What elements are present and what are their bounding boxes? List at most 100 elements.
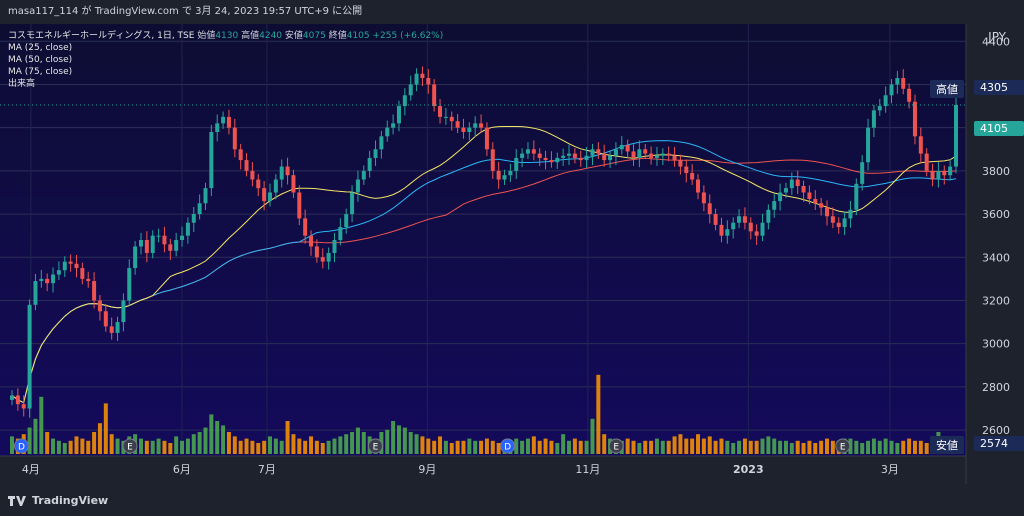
volume-bar [443,440,448,454]
volume-bar [39,396,44,454]
candle-body [807,192,812,199]
candle-body [772,201,777,210]
x-tick-label: 11月 [575,463,600,476]
volume-bar [561,434,566,454]
volume-bar [748,440,753,454]
footer: TradingView [0,484,1024,516]
candle-body [10,395,14,400]
candle-body [596,149,601,154]
volume-bar [97,423,102,454]
volume-bar [660,440,665,454]
candle-body [789,179,794,189]
candle-body [631,151,636,158]
volume-bar [783,440,788,454]
volume-bar [109,434,114,454]
candle-body [572,153,577,158]
candle-body [954,105,958,167]
candle-body [578,157,583,161]
candle-body [285,166,290,176]
candle-body [244,160,249,171]
candle-body [654,155,659,158]
candle-body [461,127,466,132]
volume-bar [520,440,525,454]
candle-body [842,218,847,228]
volume-bar [473,440,478,454]
volume-bar [643,440,648,454]
candle-body [725,229,730,236]
volume-bar [789,443,794,454]
candle-body [432,84,437,107]
candle-body [443,116,448,118]
volume-bar [525,438,530,454]
x-tick-label: 7月 [258,463,276,476]
candle-body [332,240,337,253]
tradingview-logo[interactable]: TradingView [8,494,108,507]
volume-bar [766,436,771,454]
y-tick-label: 3400 [982,251,1010,264]
volume-bar [684,438,689,454]
x-tick-label: 4月 [22,463,40,476]
candle-body [103,311,108,327]
volume-bar [332,438,337,454]
candle-body [256,179,261,189]
candle-body [314,246,319,258]
candle-body [918,136,923,154]
candle-body [473,123,478,128]
candle-body [226,116,231,128]
volume-bar [414,434,419,454]
volume-bar [391,421,396,454]
candle-body [361,170,366,180]
volume-bar [232,436,237,454]
candle-body [385,127,390,137]
candle-body [238,149,243,161]
candle-body [484,127,489,150]
candle-body [602,153,607,161]
volume-bar [10,436,14,454]
currency-label[interactable]: JPY [988,30,1006,44]
candle-body [97,300,102,312]
volume-bar [291,434,296,454]
candle-body [795,179,800,186]
price-chart[interactable]: 2600280030003200340036003800400042004400… [0,24,1024,484]
volume-bar [221,425,226,454]
candle-body [660,153,665,156]
volume-bar [895,443,900,454]
volume-bar [496,443,501,454]
candle-body [742,216,747,223]
low-price-tag: 2574 [974,436,1024,451]
volume-bar [731,443,736,454]
candle-body [525,149,530,154]
candle-body [801,186,806,193]
volume-bar [420,436,425,454]
high-label-tag: 高値 [930,80,964,98]
candle-body [502,175,507,180]
candle-body [549,160,554,163]
volume-bar [830,440,835,454]
volume-bar [543,438,548,454]
candle-body [467,127,472,132]
candle-body [819,203,824,208]
volume-bar [666,440,671,454]
candle-body [438,106,443,117]
low-label-tag: 安値 [930,436,964,454]
chart-area[interactable]: 2600280030003200340036003800400042004400… [0,24,1024,484]
volume-bar [889,440,894,454]
volume-bar [262,440,267,454]
volume-bar [267,436,272,454]
candle-body [338,227,343,240]
volume-bar [760,438,765,454]
volume-bar [27,427,32,454]
candle-body [51,274,56,284]
candle-body [45,278,50,284]
volume-bar [696,434,701,454]
volume-bar [596,374,601,454]
candle-body [232,127,237,150]
candle-body [150,235,155,253]
volume-bar [813,443,818,454]
candle-body [608,155,613,161]
volume-bar [737,440,742,454]
volume-bar [156,438,161,454]
dividend-marker [500,438,516,454]
candle-body [701,192,706,204]
candle-body [109,326,114,333]
